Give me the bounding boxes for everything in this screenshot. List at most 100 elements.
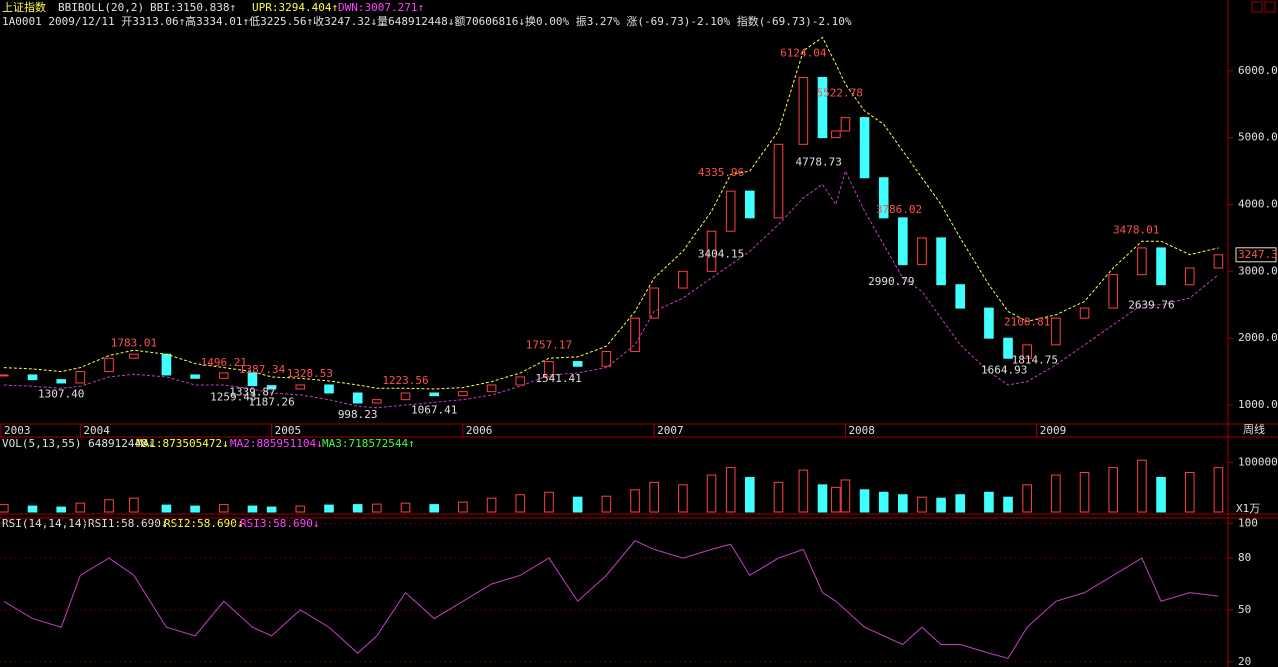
volume-bar [515, 494, 526, 513]
volume-bar [798, 469, 809, 513]
price-annotation: 1067.41 [411, 404, 457, 417]
candle [56, 379, 67, 384]
candle [1051, 317, 1061, 346]
candle [840, 117, 851, 132]
candle [1079, 307, 1090, 319]
candle [429, 392, 439, 397]
indicator: BBIBOLL(20,2) [58, 1, 144, 14]
candle [878, 177, 889, 219]
candle [104, 357, 114, 373]
rsi-line [3, 540, 1219, 659]
price-annotation: 1259.43 [210, 391, 256, 404]
x-tick-label: 2003 [4, 424, 31, 437]
candle [400, 392, 411, 401]
volume-bar [0, 504, 9, 513]
price-annotation: 1757.17 [526, 338, 572, 351]
y-tick-label: 100000 [1238, 456, 1278, 469]
candle [955, 284, 966, 309]
candle [773, 143, 784, 219]
volume-bar [1051, 474, 1061, 513]
price-annotation: 2990.79 [868, 275, 914, 288]
volume-bar [1184, 472, 1195, 513]
volume-bar [56, 506, 67, 513]
volume-bar [429, 504, 439, 513]
candle [859, 117, 870, 179]
vol-title: VOL(5,13,55) 648912448↓ [2, 437, 154, 450]
candle [706, 230, 717, 272]
volume-bar [706, 474, 717, 513]
window-button[interactable] [1251, 1, 1263, 13]
y-tick-label: 100 [1238, 516, 1258, 529]
volume-bar [1137, 459, 1147, 513]
y-tick-label: 5000.0 [1238, 131, 1278, 144]
candle [129, 353, 139, 359]
volume-bar [1156, 476, 1166, 513]
price-annotation: 1814.75 [1012, 354, 1058, 367]
candle [372, 399, 382, 404]
last-price-box [1235, 247, 1277, 263]
price-annotation: 3786.02 [876, 203, 922, 216]
y-tick-label: 6000.0 [1238, 64, 1278, 77]
price-annotation: 1223.56 [382, 374, 428, 387]
candle [266, 385, 277, 390]
volume-bar [1108, 467, 1119, 513]
x-tick-label: 2005 [275, 424, 302, 437]
volume-bar [486, 497, 497, 513]
candle [544, 361, 554, 378]
price-annotation: 2639.76 [1128, 298, 1174, 311]
candle [936, 237, 946, 286]
band-line [3, 36, 1219, 390]
y-tick-label: 1000.0 [1238, 398, 1278, 411]
price-annotation: 1187.26 [248, 395, 294, 408]
volume-bar [1003, 496, 1013, 513]
volume-bar [218, 504, 229, 513]
volume-bar [129, 497, 139, 513]
candle [601, 351, 612, 367]
candle [515, 376, 526, 386]
quote: 1A0001 2009/12/11 开3313.06↑高3334.01↑低322… [2, 14, 852, 28]
candle [898, 217, 908, 266]
volume-bar [936, 497, 946, 513]
volume-bar [840, 479, 851, 513]
volume-bar [1213, 467, 1224, 513]
volume-bar [1022, 484, 1032, 513]
window-button[interactable] [1264, 1, 1276, 13]
volume-unit: X1万 [1236, 502, 1260, 515]
y-tick-label: 3000.0 [1238, 264, 1278, 277]
volume-bar [831, 486, 841, 513]
volume-bar [955, 494, 966, 513]
volume-bar [75, 502, 86, 513]
candle [817, 76, 828, 139]
candle [678, 270, 688, 289]
volume-bar [678, 484, 688, 513]
candle [1003, 337, 1013, 359]
dwn: DWN:3007.271↑ [338, 1, 424, 14]
price-annotation: 1307.40 [38, 387, 84, 400]
volume-bar [649, 481, 659, 513]
price-annotation: 1328.53 [287, 367, 333, 380]
price-annotation: 6124.04 [780, 47, 827, 60]
price-annotation: 1541.41 [535, 372, 581, 385]
ma-label: MA1:873505472↓ [136, 437, 229, 450]
candle [161, 353, 172, 376]
candle [798, 76, 809, 145]
x-tick-label: 2009 [1040, 424, 1067, 437]
rsi-value: RSI3:58.690↓ [240, 517, 319, 530]
ma-label: MA3:718572544↑ [322, 437, 415, 450]
candle [1108, 274, 1119, 309]
price-annotation: 4335.96 [698, 166, 744, 179]
period: 周线 [1243, 422, 1265, 436]
price-annotation: 2100.81 [1004, 315, 1050, 328]
price-annotation: 998.23 [338, 408, 378, 421]
upr: UPR:3294.404↑ [252, 1, 338, 14]
price-annotation: 1339.87 [229, 385, 275, 398]
volume-bar [400, 502, 411, 513]
candle [486, 384, 497, 393]
volume-bar [1079, 472, 1090, 513]
volume-bar [104, 499, 114, 513]
candle [1137, 247, 1147, 276]
candle [1213, 254, 1224, 269]
y-tick-label: 20 [1238, 655, 1251, 667]
